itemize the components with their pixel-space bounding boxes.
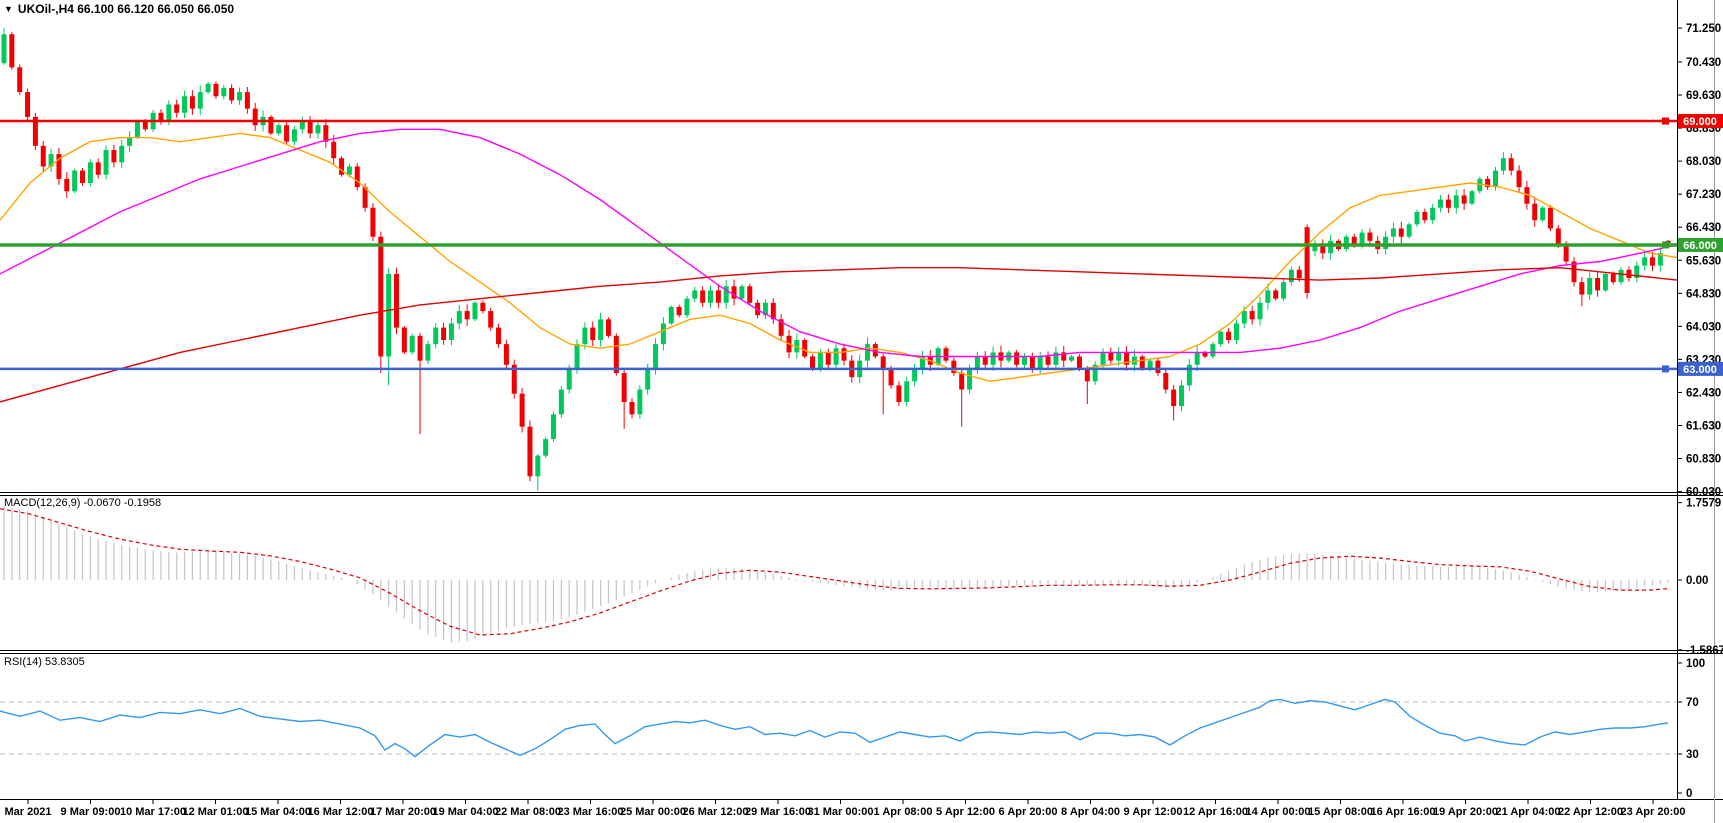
macd-panel: 1.7579 0.00 -1.5867 xyxy=(0,498,1723,657)
svg-text:70.430: 70.430 xyxy=(1686,57,1721,69)
macd-signal-line xyxy=(0,508,1669,636)
svg-text:61.630: 61.630 xyxy=(1686,420,1721,432)
svg-text:15 Apr 08:00: 15 Apr 08:00 xyxy=(1308,806,1373,818)
candles xyxy=(1,28,1671,491)
svg-text:26 Mar 12:00: 26 Mar 12:00 xyxy=(682,806,748,818)
svg-text:Mar 2021: Mar 2021 xyxy=(4,806,51,818)
level-lines[interactable] xyxy=(0,117,1677,373)
ma-slow-red xyxy=(0,266,1678,403)
svg-text:10 Mar 17:00: 10 Mar 17:00 xyxy=(120,806,186,818)
svg-text:64.030: 64.030 xyxy=(1686,321,1721,333)
svg-text:29 Mar 16:00: 29 Mar 16:00 xyxy=(745,806,811,818)
svg-text:-1.5867: -1.5867 xyxy=(1686,645,1723,657)
svg-text:0.00: 0.00 xyxy=(1686,575,1708,587)
price-axis: 71.25070.43069.63068.83068.03067.23066.4… xyxy=(1677,23,1723,499)
svg-text:15 Mar 04:00: 15 Mar 04:00 xyxy=(245,806,311,818)
rsi-indicator-label: RSI(14) 53.8305 xyxy=(4,656,85,668)
symbol-info[interactable]: ▼ UKOil-,H4 66.100 66.120 66.050 66.050 xyxy=(4,2,234,16)
svg-text:64.830: 64.830 xyxy=(1686,288,1721,300)
svg-text:21 Apr 04:00: 21 Apr 04:00 xyxy=(1495,806,1560,818)
svg-text:1.7579: 1.7579 xyxy=(1686,498,1721,510)
svg-text:9 Mar 09:00: 9 Mar 09:00 xyxy=(61,806,121,818)
level-line-handle[interactable] xyxy=(1662,241,1669,249)
svg-text:0: 0 xyxy=(1686,788,1692,800)
svg-text:66.000: 66.000 xyxy=(1683,240,1717,252)
price-badge-66.000 xyxy=(1678,237,1723,252)
svg-text:31 Mar 00:00: 31 Mar 00:00 xyxy=(807,806,873,818)
svg-text:6 Apr 20:00: 6 Apr 20:00 xyxy=(999,806,1058,818)
svg-text:30: 30 xyxy=(1686,749,1699,761)
svg-text:65.630: 65.630 xyxy=(1686,255,1721,267)
svg-text:14 Apr 00:00: 14 Apr 00:00 xyxy=(1245,806,1310,818)
svg-text:67.230: 67.230 xyxy=(1686,189,1721,201)
macd-indicator-label: MACD(12,26,9) -0.0670 -0.1958 xyxy=(4,497,162,509)
dropdown-arrow-icon[interactable]: ▼ xyxy=(4,4,13,14)
svg-text:100: 100 xyxy=(1686,658,1705,670)
svg-text:22 Apr 12:00: 22 Apr 12:00 xyxy=(1558,806,1623,818)
rsi-panel: 100 70 30 0 xyxy=(0,658,1705,800)
symbol-quote-text: UKOil-,H4 66.100 66.120 66.050 66.050 xyxy=(17,2,235,16)
level-line-handle[interactable] xyxy=(1662,117,1669,125)
svg-text:70: 70 xyxy=(1686,697,1699,709)
ma-mid-magenta xyxy=(0,128,1678,358)
rsi-line xyxy=(0,698,1669,758)
svg-text:23 Apr 20:00: 23 Apr 20:00 xyxy=(1620,806,1685,818)
svg-text:23 Mar 16:00: 23 Mar 16:00 xyxy=(557,806,623,818)
svg-text:16 Mar 12:00: 16 Mar 12:00 xyxy=(307,806,373,818)
price-badge-69.000 xyxy=(1678,114,1723,129)
svg-text:8 Apr 04:00: 8 Apr 04:00 xyxy=(1061,806,1120,818)
svg-text:69.000: 69.000 xyxy=(1683,116,1717,128)
svg-text:25 Mar 00:00: 25 Mar 00:00 xyxy=(620,806,686,818)
svg-text:71.250: 71.250 xyxy=(1686,23,1721,35)
svg-text:9 Apr 12:00: 9 Apr 12:00 xyxy=(1124,806,1183,818)
svg-text:1 Apr 08:00: 1 Apr 08:00 xyxy=(874,806,933,818)
level-line-handle[interactable] xyxy=(1662,365,1669,373)
price-badge-63.000 xyxy=(1678,361,1723,376)
svg-text:12 Apr 16:00: 12 Apr 16:00 xyxy=(1183,806,1248,818)
svg-text:60.830: 60.830 xyxy=(1686,454,1721,466)
svg-text:69.630: 69.630 xyxy=(1686,90,1721,102)
svg-text:19 Apr 20:00: 19 Apr 20:00 xyxy=(1433,806,1498,818)
svg-text:66.430: 66.430 xyxy=(1686,222,1721,234)
svg-text:22 Mar 08:00: 22 Mar 08:00 xyxy=(495,806,561,818)
ma-fast-orange xyxy=(0,132,1678,383)
svg-text:5 Apr 12:00: 5 Apr 12:00 xyxy=(936,806,995,818)
svg-text:68.030: 68.030 xyxy=(1686,156,1721,168)
svg-text:12 Mar 01:00: 12 Mar 01:00 xyxy=(182,806,248,818)
svg-text:60.030: 60.030 xyxy=(1686,487,1721,499)
svg-text:17 Mar 20:00: 17 Mar 20:00 xyxy=(370,806,436,818)
svg-text:62.430: 62.430 xyxy=(1686,387,1721,399)
svg-text:63.000: 63.000 xyxy=(1683,364,1717,376)
svg-text:19 Mar 04:00: 19 Mar 04:00 xyxy=(432,806,498,818)
svg-text:16 Apr 16:00: 16 Apr 16:00 xyxy=(1370,806,1435,818)
